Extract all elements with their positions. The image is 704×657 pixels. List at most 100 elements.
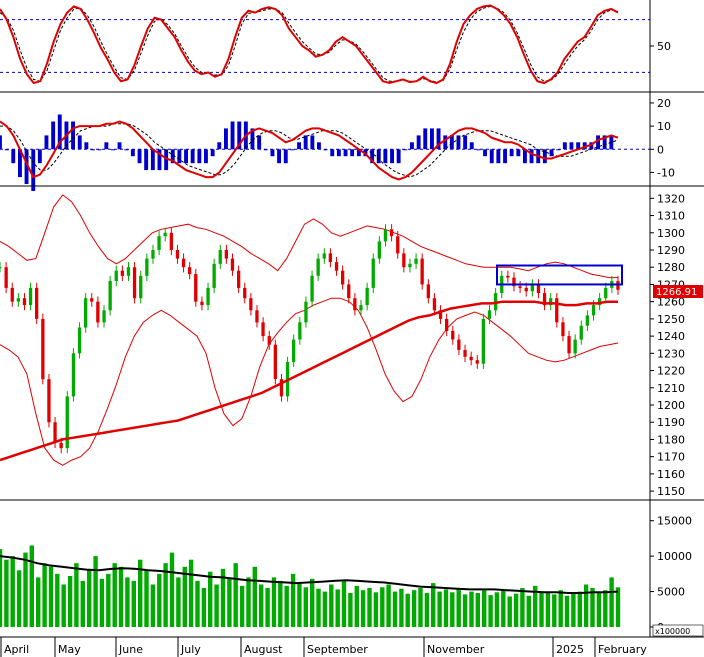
price-candle-body — [126, 267, 131, 276]
volume-bar — [564, 595, 570, 627]
price-candle-body — [200, 301, 204, 306]
macd-histogram-bar — [416, 135, 421, 150]
volume-tick-label: 15000 — [657, 515, 692, 528]
volume-bar — [571, 593, 576, 627]
price-candle-body — [84, 298, 88, 328]
price-candle-body — [414, 258, 418, 264]
macd-histogram-bar — [350, 149, 355, 157]
volume-tick-label: 10000 — [657, 550, 692, 563]
macd-histogram-bar — [423, 128, 428, 150]
volume-bar — [55, 573, 60, 627]
price-candle-body — [536, 284, 541, 293]
price-panel: 1320131013001290128012701260125012401230… — [0, 192, 703, 498]
volume-bar — [539, 592, 544, 627]
month-label: 2025 — [556, 643, 584, 656]
macd-histogram-bar — [24, 149, 29, 184]
volume-bar — [494, 592, 500, 627]
macd-histogram-bar — [144, 149, 149, 171]
price-candle-body — [408, 263, 412, 268]
price-candle-body — [512, 277, 516, 287]
price-candle-body — [524, 287, 528, 292]
price-candle-body — [420, 258, 424, 285]
price-candle-body — [16, 298, 20, 302]
volume-bar — [150, 584, 156, 627]
volume-unit-label: x100000 — [655, 627, 690, 636]
price-candle-body — [102, 310, 106, 323]
volume-moving-average-line — [0, 555, 619, 594]
month-label: May — [58, 643, 81, 656]
volume-bar — [431, 583, 436, 627]
macd-histogram-bar — [77, 135, 82, 150]
price-candle-body — [114, 270, 118, 281]
stochastic-tick-label: 50 — [657, 40, 671, 53]
volume-bar — [552, 594, 557, 627]
volume-bar — [603, 590, 608, 627]
volume-bar — [157, 573, 162, 627]
price-candle-body — [518, 286, 522, 288]
volume-bar — [501, 590, 506, 627]
volume-bar — [583, 584, 589, 627]
price-candle-body — [328, 253, 332, 262]
volume-bar — [29, 545, 34, 627]
volume-unit-box — [652, 624, 704, 637]
volume-bar — [48, 566, 54, 627]
price-candle-body — [298, 322, 302, 340]
price-candle-body — [108, 281, 112, 311]
price-candle-body — [341, 270, 345, 285]
volume-bar — [316, 588, 321, 627]
price-candle-body — [591, 305, 596, 316]
volume-bar — [405, 593, 410, 627]
price-candle-body — [365, 287, 369, 306]
volume-bar — [74, 563, 79, 627]
macd-histogram-bar — [224, 128, 228, 150]
price-candle-body — [151, 250, 155, 259]
volume-bar — [545, 591, 551, 627]
price-candle-body — [206, 287, 210, 306]
macd-histogram-bar — [569, 142, 574, 150]
volume-bar — [214, 584, 219, 627]
price-candle-body — [561, 322, 565, 337]
price-candle-body — [445, 318, 449, 331]
price-candle-body — [573, 339, 577, 354]
volume-bar — [93, 556, 98, 627]
volume-bar — [182, 566, 187, 627]
volume-bar — [322, 591, 328, 627]
price-candle-body — [549, 298, 553, 306]
macd-histogram-bar — [602, 135, 607, 150]
price-candle-body — [530, 284, 534, 292]
price-tick-label: 1150 — [657, 485, 685, 498]
volume-bar — [144, 570, 149, 627]
macd-histogram-bar — [523, 149, 527, 164]
month-label: February — [598, 643, 647, 656]
macd-histogram-bar — [582, 142, 587, 150]
macd-histogram-bar — [283, 149, 288, 164]
macd-histogram-bar — [303, 135, 308, 150]
price-candle-body — [432, 298, 437, 311]
price-tick-label: 1220 — [657, 365, 685, 378]
macd-histogram-bar — [330, 149, 335, 157]
volume-bar — [188, 559, 194, 627]
price-candle-body — [163, 232, 167, 237]
volume-bar — [227, 578, 232, 627]
volume-bar — [163, 563, 168, 627]
price-candle-body — [212, 263, 216, 288]
volume-bar — [201, 588, 207, 627]
macd-histogram-bar — [111, 149, 115, 151]
volume-bar — [450, 592, 455, 627]
macd-histogram-bar — [263, 149, 268, 151]
volume-bar — [335, 589, 340, 627]
macd-histogram-bar — [257, 135, 262, 150]
price-candle-body — [237, 270, 241, 288]
volume-bar — [208, 571, 213, 627]
volume-bar — [138, 559, 143, 627]
macd-histogram-bar — [383, 149, 388, 164]
price-candle-body — [383, 229, 388, 242]
volume-bar — [456, 588, 461, 627]
volume-bar — [348, 593, 353, 627]
price-candle-body — [463, 349, 467, 357]
price-candle-body — [59, 442, 63, 449]
volume-bar — [99, 578, 105, 627]
volume-bar — [303, 587, 308, 627]
price-candle-body — [261, 322, 265, 337]
